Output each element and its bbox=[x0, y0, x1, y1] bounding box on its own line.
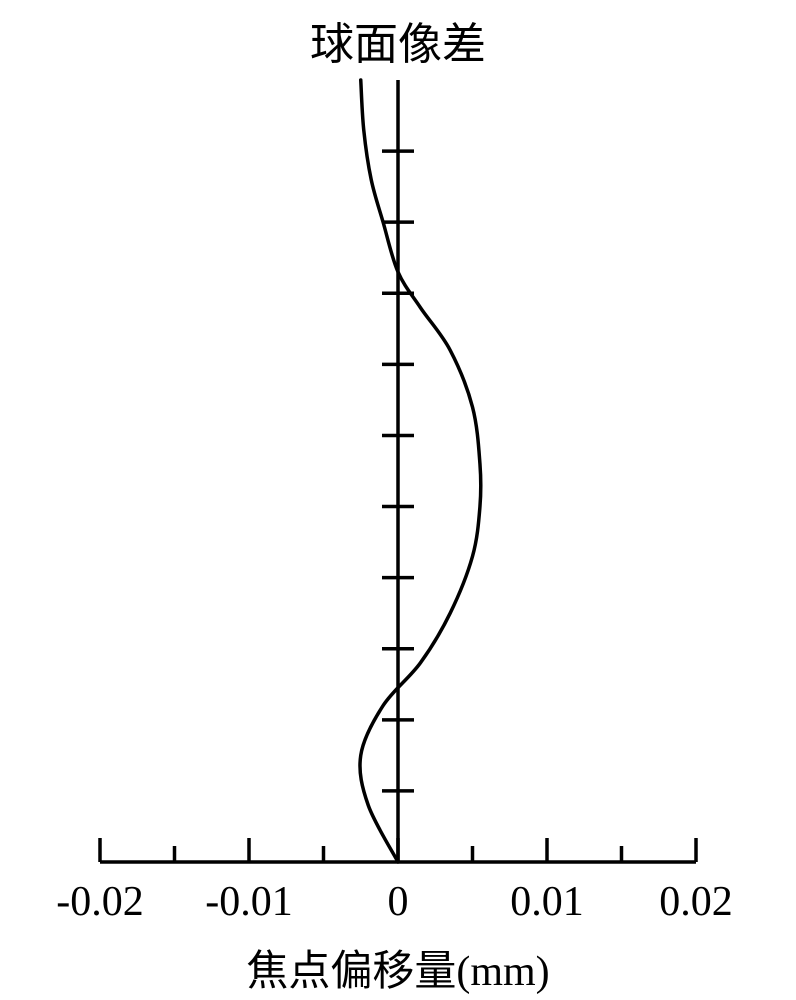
chart-container: 球面像差 -0.02-0.0100.010.02 焦点偏移量(mm) bbox=[0, 0, 796, 1000]
aberration-curve bbox=[360, 80, 481, 862]
x-tick-label: 0.02 bbox=[659, 878, 733, 926]
x-tick-label: -0.02 bbox=[56, 878, 144, 926]
x-tick-label: -0.01 bbox=[205, 878, 293, 926]
x-tick-label: 0.01 bbox=[510, 878, 584, 926]
chart-svg bbox=[0, 0, 796, 1000]
x-tick-label: 0 bbox=[388, 878, 409, 926]
x-axis-label: 焦点偏移量(mm) bbox=[0, 937, 796, 998]
